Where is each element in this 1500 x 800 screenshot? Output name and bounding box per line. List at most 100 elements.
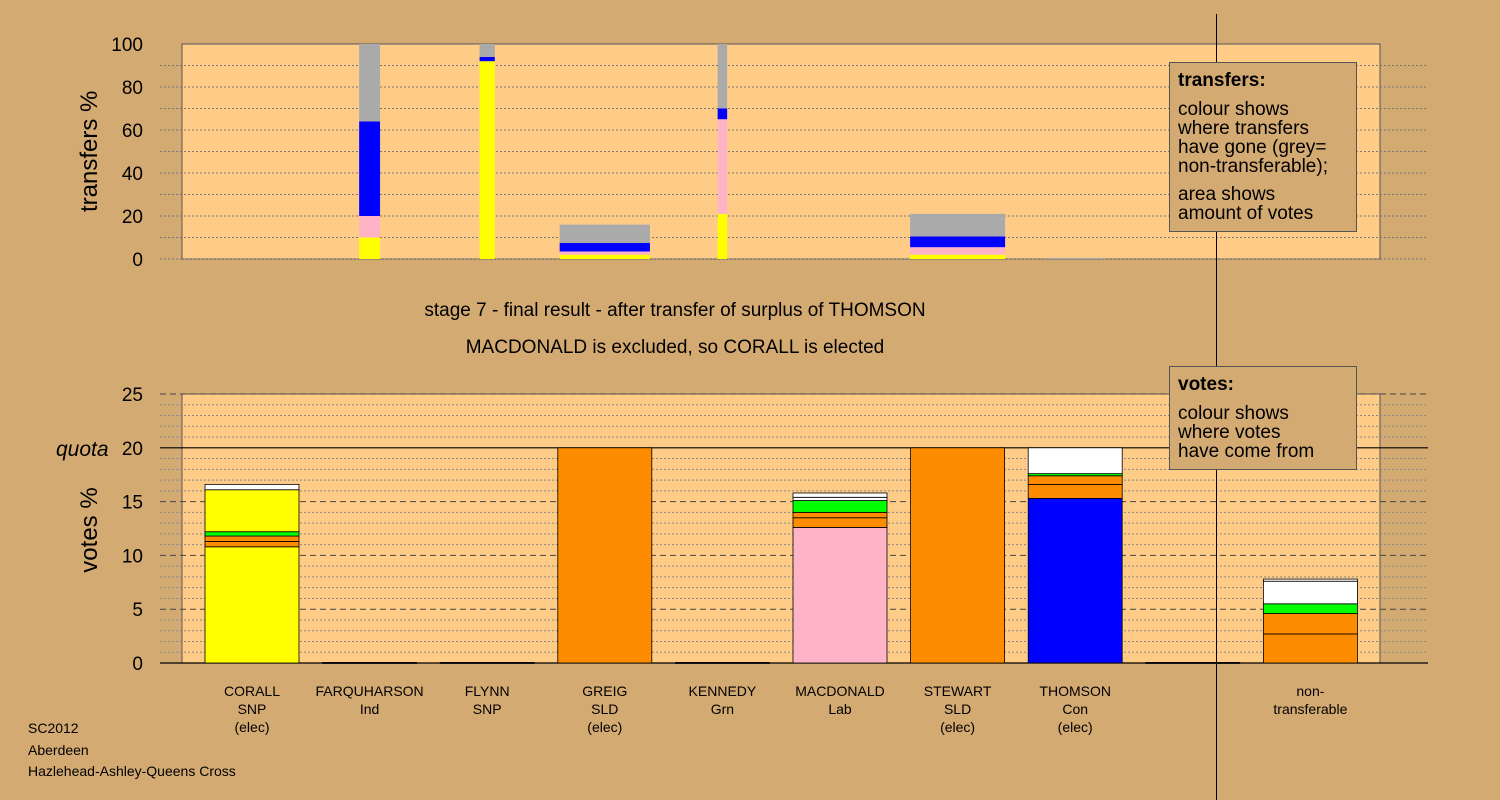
candidate-name: FARQUHARSON bbox=[315, 683, 424, 699]
transfer-bar-segment bbox=[717, 119, 728, 214]
transfer-bar-segment bbox=[479, 61, 495, 260]
votes-legend: votes: colour shows where votes have com… bbox=[1169, 366, 1357, 470]
candidate-label: non-transferable bbox=[1250, 682, 1370, 718]
footer-council: Aberdeen bbox=[28, 741, 89, 758]
vote-bar-segment bbox=[1263, 603, 1358, 614]
vote-bar-segment bbox=[204, 546, 300, 664]
candidate-status: (elec) bbox=[940, 719, 976, 735]
bottom-y-tick-label: 10 bbox=[122, 546, 143, 567]
top-y-tick-label: 20 bbox=[122, 207, 143, 228]
transfer-bar-segment bbox=[479, 44, 495, 57]
vote-bar-segment bbox=[1263, 613, 1358, 635]
top-y-tick-label: 0 bbox=[132, 250, 143, 271]
transfers-legend: transfers: colour shows where transfers … bbox=[1169, 62, 1357, 232]
legend-line: colour shows bbox=[1178, 99, 1289, 120]
top-y-tick-label: 100 bbox=[111, 35, 143, 56]
vote-bar-segment bbox=[792, 492, 888, 498]
vote-bar-segment bbox=[792, 527, 888, 664]
stage-caption: stage 7 - final result - after transfer … bbox=[424, 300, 926, 321]
transfer-bar-segment bbox=[717, 213, 728, 259]
vote-bar-segment bbox=[1263, 633, 1358, 664]
candidate-status: (elec) bbox=[587, 719, 623, 735]
vote-bar-segment bbox=[204, 489, 300, 533]
candidate-status: (elec) bbox=[1057, 719, 1093, 735]
legend-line: have gone (grey= bbox=[1178, 137, 1327, 158]
candidate-party: SNP bbox=[472, 701, 502, 717]
bottom-y-tick-label: 15 bbox=[122, 493, 143, 514]
transfer-bar-segment bbox=[717, 44, 728, 109]
transfer-bar-segment bbox=[359, 121, 381, 216]
quota-label: quota bbox=[56, 438, 109, 461]
vote-bar-segment bbox=[439, 662, 535, 664]
candidate-party: Grn bbox=[710, 701, 735, 717]
transfer-bar-segment bbox=[1046, 257, 1104, 259]
transfer-bar-segment bbox=[717, 108, 728, 120]
transfer-bar-segment bbox=[910, 247, 1006, 255]
vote-bar-segment bbox=[557, 447, 653, 664]
bottom-y-tick-label: 25 bbox=[122, 385, 143, 406]
transfer-bar-segment bbox=[479, 56, 495, 62]
candidate-name: CORALL bbox=[223, 683, 281, 699]
candidate-party: SLD bbox=[591, 701, 619, 717]
vote-bar-segment bbox=[675, 662, 770, 664]
candidate-name: STEWART bbox=[923, 683, 992, 699]
candidate-status: (elec) bbox=[234, 719, 270, 735]
bottom-y-tick-label: 0 bbox=[132, 654, 143, 675]
legend-line: colour shows bbox=[1178, 403, 1289, 424]
vote-bar-segment bbox=[204, 541, 300, 548]
candidate-name: MACDONALD bbox=[795, 683, 885, 699]
elected-caption: MACDONALD is excluded, so CORALL is elec… bbox=[465, 337, 885, 358]
legend-line: have come from bbox=[1178, 441, 1315, 462]
legend-line: amount of votes bbox=[1178, 203, 1314, 224]
candidate-party: SNP bbox=[237, 701, 267, 717]
candidate-name: THOMSON bbox=[1039, 683, 1111, 699]
legend-line: where transfers bbox=[1178, 118, 1309, 139]
candidate-label: THOMSON Con (elec) bbox=[1015, 682, 1135, 736]
candidate-party: SLD bbox=[943, 701, 972, 717]
transfer-bar-segment bbox=[359, 44, 381, 122]
vote-bar-segment bbox=[1027, 447, 1123, 475]
transfer-bar-segment bbox=[559, 224, 650, 243]
transfer-bar-segment bbox=[910, 213, 1006, 237]
legend-line: non-transferable); bbox=[1178, 156, 1328, 177]
candidate-label: FLYNN SNP bbox=[427, 682, 547, 718]
vote-bar-segment bbox=[204, 483, 300, 491]
bottom-y-tick-label: 5 bbox=[132, 600, 143, 621]
candidate-label: FARQUHARSON Ind bbox=[310, 682, 430, 718]
vote-bar-segment bbox=[792, 517, 888, 528]
top-y-tick-label: 40 bbox=[122, 164, 143, 185]
candidate-label: GREIG SLD (elec) bbox=[545, 682, 665, 736]
candidate-party: transferable bbox=[1273, 701, 1348, 717]
candidate-name: non- bbox=[1296, 683, 1325, 699]
vote-bar-segment bbox=[792, 511, 888, 519]
legend-title: transfers: bbox=[1178, 70, 1266, 91]
top-y-tick-label: 60 bbox=[122, 121, 143, 142]
candidate-party: Lab bbox=[828, 701, 852, 717]
vote-bar-segment bbox=[1027, 497, 1123, 664]
vote-bar-segment bbox=[204, 531, 300, 537]
legend-line: area shows bbox=[1178, 184, 1276, 205]
transfer-bar-segment bbox=[559, 254, 650, 259]
vote-bar-segment bbox=[1027, 483, 1123, 499]
vote-bar-segment bbox=[322, 662, 418, 664]
footer-ward: Hazlehead-Ashley-Queens Cross bbox=[28, 763, 236, 779]
legend-line: where votes bbox=[1178, 422, 1281, 443]
bottom-y-tick-label: 20 bbox=[122, 439, 143, 460]
transfer-bar-segment bbox=[359, 237, 381, 259]
vote-bar-segment bbox=[910, 447, 1005, 664]
vote-bar-segment bbox=[204, 535, 300, 542]
vote-bar-segment bbox=[1027, 475, 1123, 485]
footer: SC2012 Aberdeen Hazlehead-Ashley-Queens … bbox=[28, 718, 236, 783]
candidate-label: CORALL SNP (elec) bbox=[192, 682, 312, 736]
transfer-bar-segment bbox=[359, 216, 381, 238]
candidate-label: MACDONALD Lab bbox=[780, 682, 900, 718]
candidate-label: KENNEDY Grn bbox=[662, 682, 782, 718]
vote-bar-segment bbox=[1145, 662, 1241, 664]
legend-title: votes: bbox=[1178, 374, 1234, 395]
candidate-name: FLYNN bbox=[464, 683, 510, 699]
vote-bar-segment bbox=[792, 496, 888, 501]
transfer-bar-segment bbox=[910, 236, 1006, 248]
candidate-label: STEWART SLD (elec) bbox=[898, 682, 1018, 736]
candidate-party: Ind bbox=[359, 701, 380, 717]
transfer-bar-segment bbox=[559, 251, 650, 255]
